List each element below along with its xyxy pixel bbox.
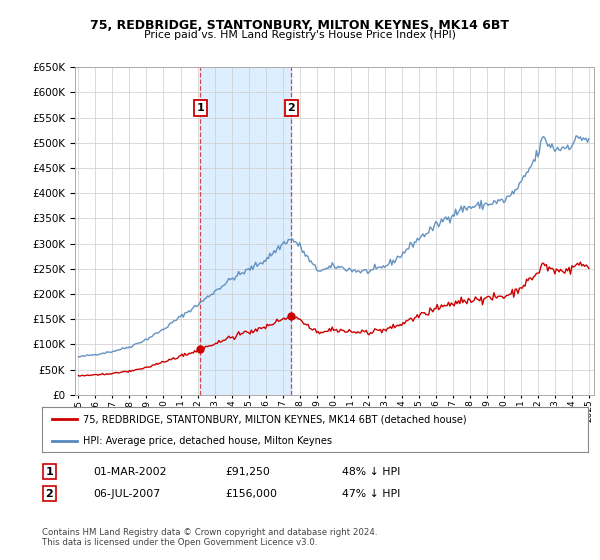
Text: 2: 2 xyxy=(287,103,295,113)
Text: £91,250: £91,250 xyxy=(225,466,270,477)
Text: 01-MAR-2002: 01-MAR-2002 xyxy=(93,466,167,477)
Text: 2: 2 xyxy=(46,489,53,499)
Text: 75, REDBRIDGE, STANTONBURY, MILTON KEYNES, MK14 6BT (detached house): 75, REDBRIDGE, STANTONBURY, MILTON KEYNE… xyxy=(83,414,467,424)
Text: 47% ↓ HPI: 47% ↓ HPI xyxy=(342,489,400,499)
Text: 06-JUL-2007: 06-JUL-2007 xyxy=(93,489,160,499)
Bar xyxy=(200,67,291,395)
Text: Contains HM Land Registry data © Crown copyright and database right 2024.
This d: Contains HM Land Registry data © Crown c… xyxy=(42,528,377,547)
Text: 48% ↓ HPI: 48% ↓ HPI xyxy=(342,466,400,477)
Text: 1: 1 xyxy=(46,466,53,477)
Text: HPI: Average price, detached house, Milton Keynes: HPI: Average price, detached house, Milt… xyxy=(83,436,332,446)
Text: 1: 1 xyxy=(197,103,204,113)
Text: £156,000: £156,000 xyxy=(225,489,277,499)
Text: 75, REDBRIDGE, STANTONBURY, MILTON KEYNES, MK14 6BT: 75, REDBRIDGE, STANTONBURY, MILTON KEYNE… xyxy=(91,19,509,32)
Text: Price paid vs. HM Land Registry's House Price Index (HPI): Price paid vs. HM Land Registry's House … xyxy=(144,30,456,40)
